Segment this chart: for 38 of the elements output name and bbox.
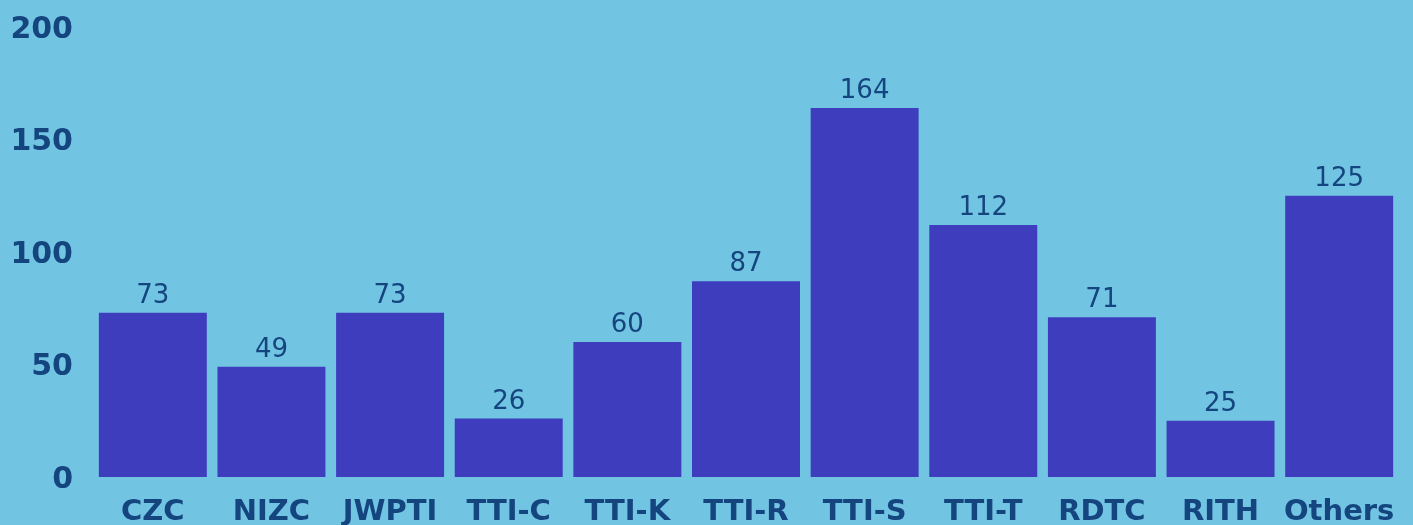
x-tick-label: TTI-C	[466, 493, 551, 525]
x-tick-label: CZC	[121, 493, 185, 525]
data-label: 60	[610, 308, 644, 338]
bar	[217, 366, 326, 477]
bar	[1285, 195, 1394, 477]
x-tick-label: NIZC	[232, 493, 311, 525]
data-label: 73	[373, 278, 407, 309]
x-tick-label: RDTC	[1058, 493, 1146, 525]
bar	[692, 281, 800, 477]
y-tick-label: 150	[10, 122, 73, 157]
x-tick-label: JWPTI	[340, 493, 438, 525]
bar	[929, 225, 1038, 477]
data-label: 49	[254, 332, 288, 363]
data-label: 164	[839, 74, 890, 104]
bar	[810, 108, 919, 477]
x-tick-label: TTI-R	[703, 493, 789, 525]
x-tick-label: RITH	[1181, 493, 1260, 525]
data-label: 25	[1204, 386, 1238, 417]
x-tick-label: TTI-S	[822, 493, 907, 525]
x-tick-label: TTI-T	[943, 493, 1023, 525]
data-label: 112	[958, 191, 1009, 221]
data-label: 71	[1085, 283, 1119, 314]
y-tick-label: 100	[10, 234, 73, 270]
bar	[1047, 317, 1156, 477]
data-label: 125	[1314, 161, 1364, 192]
y-tick-label: 200	[10, 9, 73, 45]
y-tick-label: 0	[52, 459, 73, 495]
bar	[454, 418, 563, 477]
x-tick-label: Others	[1283, 493, 1395, 525]
bar	[336, 312, 445, 477]
bar	[98, 312, 207, 477]
data-label: 73	[136, 278, 170, 309]
bar	[1166, 420, 1275, 477]
x-tick-label: TTI-K	[584, 493, 672, 525]
y-tick-label: 50	[31, 347, 73, 382]
data-label: 87	[729, 247, 763, 278]
bar	[573, 342, 682, 477]
data-label: 26	[492, 384, 526, 415]
